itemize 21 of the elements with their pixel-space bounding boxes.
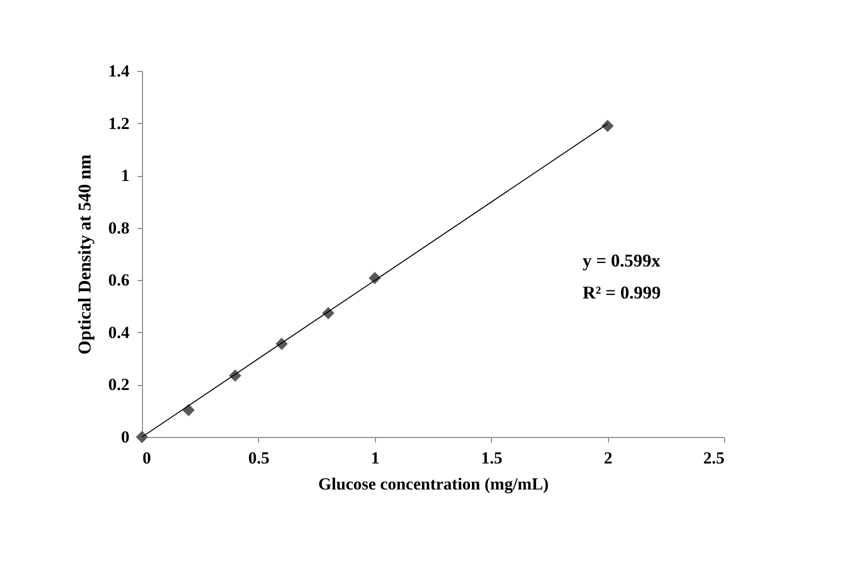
y-tick-label: 0.2	[108, 375, 130, 394]
x-axis-title: Glucose concentration (mg/mL)	[318, 474, 549, 494]
point	[182, 404, 195, 416]
y-tick-label: 0.4	[108, 322, 130, 342]
x-tick-label: 0.5	[248, 448, 270, 468]
y-tick-label: 1.4	[108, 62, 130, 80]
y-tick-label: 1	[121, 166, 130, 186]
y-tick-label: 1.2	[108, 114, 130, 133]
x-tick-label: 2	[604, 448, 612, 468]
y-tick-label: 0.6	[108, 270, 130, 290]
y-axis-title: Optical Density at 540 nm	[74, 154, 94, 354]
x-tick-label: 2.5	[703, 448, 724, 468]
x-tick-label: 0	[142, 448, 151, 468]
y-tick-label: 0.8	[108, 218, 130, 238]
x-tick-label: 1.5	[481, 448, 502, 468]
y-tick-label: 0	[121, 428, 130, 446]
point	[601, 120, 614, 132]
annotation: y = 0.599x	[582, 250, 660, 270]
x-tick-label: 1	[371, 448, 380, 468]
point	[136, 430, 148, 444]
annotation: R² = 0.999	[582, 282, 661, 302]
